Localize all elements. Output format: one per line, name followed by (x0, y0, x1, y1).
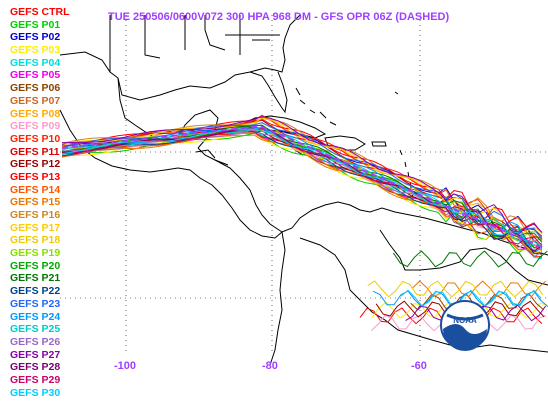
member-contour-south (392, 250, 548, 268)
legend-entry: GEFS CTRL (10, 6, 70, 18)
logo-lettering: NOAA (453, 316, 477, 325)
legend-entry: GEFS P23 (10, 297, 61, 310)
opr-contour-dashed (61, 125, 543, 249)
member-contour (61, 129, 543, 258)
legend-entry: GEFS P21 (10, 272, 61, 285)
legend-entry: GEFS P07 (10, 94, 61, 107)
member-contour (61, 117, 543, 243)
legend-entry: GEFS P01 (10, 18, 61, 31)
legend-entry: GEFS P10 (10, 132, 61, 145)
legend-entry: GEFS P05 (10, 69, 61, 82)
legend-entry: GEFS P02 (10, 31, 61, 44)
member-legend: GEFS CTRL GEFS P01 GEFS P02 GEFS P03 GEFS P0… (10, 6, 70, 399)
legend-entry: GEFS P11 (10, 145, 60, 158)
noaa-logo: NOAA (440, 300, 490, 351)
legend-entry: GEFS P12 (10, 158, 61, 171)
lon-label-60w: -60 (411, 360, 427, 372)
legend-entry: GEFS P08 (10, 107, 61, 120)
member-contour (61, 122, 543, 240)
ensemble-contours (61, 114, 548, 332)
legend-entry: GEFS P03 (10, 44, 61, 57)
legend-entry: GEFS P06 (10, 82, 61, 95)
legend-entry: GEFS P20 (10, 259, 61, 272)
legend-entry: GEFS P17 (10, 221, 61, 234)
legend-entry: GEFS P29 (10, 373, 61, 386)
member-contour (61, 126, 543, 246)
legend-entry: GEFS P15 (10, 196, 61, 209)
legend-entry: GEFS P25 (10, 323, 61, 336)
legend-entry: GEFS P28 (10, 361, 61, 374)
legend-entry: GEFS P04 (10, 56, 61, 69)
member-contour-south (400, 289, 542, 307)
member-contour (61, 127, 543, 246)
lon-label-80w: -80 (262, 360, 278, 372)
coastlines (59, 14, 548, 366)
lon-label-100w: -100 (114, 360, 137, 372)
member-contour-south (367, 280, 544, 298)
legend-entry: GEFS P26 (10, 335, 61, 348)
legend-entry: GEFS P30 (10, 386, 61, 399)
legend-entry: GEFS P13 (10, 170, 61, 183)
legend-entry: GEFS P27 (10, 348, 61, 361)
map-title: TUE 250506/0600V072 300 HPA 968 DM - GFS… (108, 11, 450, 23)
legend-entry: GEFS P14 (10, 183, 61, 196)
legend-entry: GEFS P19 (10, 247, 61, 260)
member-contour (61, 116, 543, 235)
legend-entry: GEFS P09 (10, 120, 61, 133)
legend-entry: GEFS P22 (10, 285, 61, 298)
legend-entry: GEFS P16 (10, 209, 61, 221)
member-contour-south (412, 280, 547, 298)
legend-entry: GEFS P24 (10, 310, 61, 323)
legend-entry: GEFS P18 (10, 234, 61, 247)
